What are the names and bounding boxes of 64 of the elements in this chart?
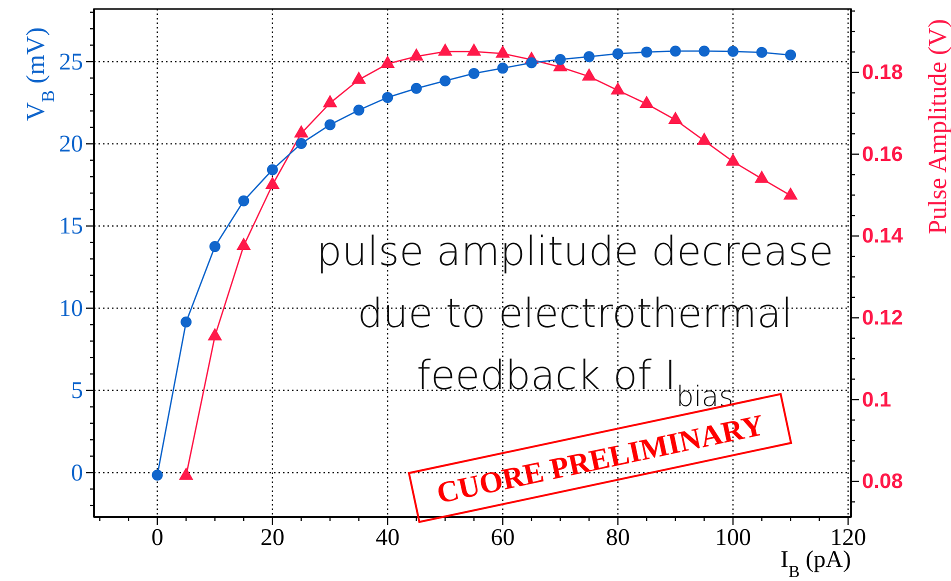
y-tick-label: 25 <box>59 49 83 76</box>
point <box>410 82 422 94</box>
y-tick-label: 10 <box>59 296 83 322</box>
point <box>294 125 308 138</box>
x-tick-label: 60 <box>490 525 515 552</box>
point <box>438 43 452 56</box>
point <box>236 237 251 250</box>
y2-tick-label: 0.12 <box>862 306 903 330</box>
point <box>266 164 278 176</box>
point <box>296 138 307 149</box>
point <box>639 96 654 108</box>
point <box>380 55 395 68</box>
point <box>466 43 482 56</box>
point <box>353 104 364 116</box>
point <box>180 316 192 328</box>
point <box>152 470 163 481</box>
x-tick-label: 40 <box>376 525 400 552</box>
point <box>726 153 740 166</box>
point <box>382 92 394 103</box>
y2-tick-label: 0.14 <box>862 224 904 248</box>
point <box>582 68 596 81</box>
point <box>322 94 338 108</box>
x-tick-label: 0 <box>151 525 164 552</box>
point <box>496 45 510 58</box>
point <box>610 82 626 95</box>
y2-tick-label: 0.16 <box>862 142 903 166</box>
point <box>696 132 712 145</box>
point <box>208 328 222 340</box>
point <box>497 62 508 74</box>
y2-tick-label: 0.1 <box>862 388 892 412</box>
y2-tick-label: 0.08 <box>862 470 904 494</box>
point <box>554 54 566 65</box>
point <box>783 187 798 200</box>
point <box>785 50 796 61</box>
point <box>440 75 451 86</box>
point <box>612 48 624 60</box>
point <box>238 195 250 206</box>
annotation: feedback of I$_{bias}$ <box>416 353 734 412</box>
point <box>754 170 769 183</box>
y-tick-label: 20 <box>59 131 83 158</box>
point <box>352 71 366 84</box>
point <box>698 46 710 57</box>
point <box>641 46 652 58</box>
point <box>178 467 194 480</box>
point <box>668 112 683 124</box>
y2-tick-label: 0.18 <box>862 61 904 84</box>
x-tick-label: 20 <box>260 525 284 552</box>
x-tick-label: 80 <box>606 525 630 552</box>
point <box>324 119 336 130</box>
y-tick-label: 15 <box>59 214 83 240</box>
annotation: due to electrothermal <box>358 291 792 337</box>
point <box>468 68 480 79</box>
point <box>727 46 738 57</box>
point <box>756 46 768 58</box>
y-tick-label: 5 <box>71 378 83 404</box>
point <box>670 46 681 57</box>
point <box>265 176 280 190</box>
annotation: pulse amplitude decrease <box>316 229 834 275</box>
point <box>584 51 595 62</box>
y-tick-label: 0 <box>71 460 83 486</box>
x-tick-label: 100 <box>714 525 751 552</box>
point <box>526 57 538 68</box>
point <box>409 48 424 61</box>
point <box>209 241 220 252</box>
